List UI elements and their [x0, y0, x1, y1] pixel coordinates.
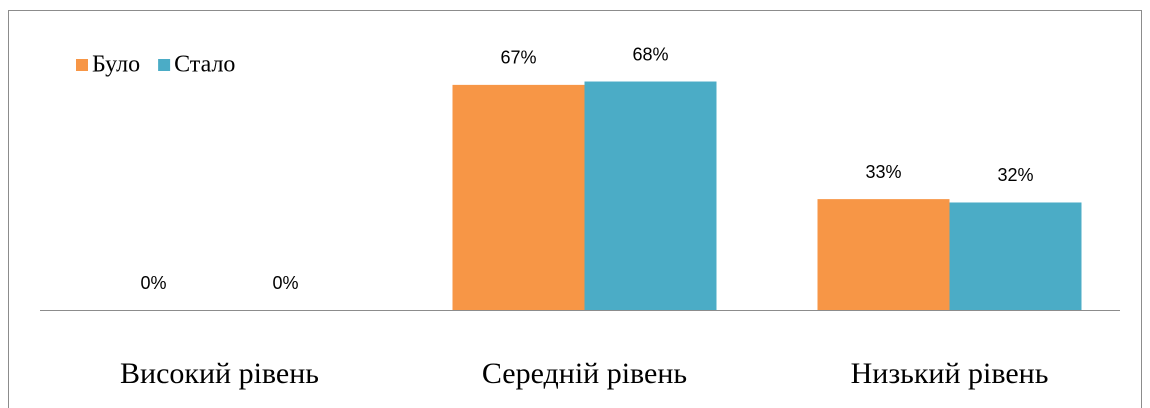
- bar: [949, 202, 1082, 310]
- legend-label: Стало: [174, 52, 235, 78]
- bar: [817, 199, 950, 310]
- data-label: 0%: [272, 273, 298, 293]
- data-label: 33%: [865, 162, 901, 182]
- legend-swatch: [158, 59, 171, 71]
- legend-swatch: [76, 59, 88, 71]
- data-label: 68%: [632, 44, 668, 64]
- bar: [452, 84, 585, 310]
- data-label: 67%: [500, 48, 536, 68]
- legend-label: Було: [92, 52, 140, 78]
- bar: [584, 81, 717, 311]
- x-tick-label: Високий рівень: [120, 357, 319, 390]
- x-tick-label: Низький рівень: [851, 357, 1049, 390]
- x-tick-label: Середній рівень: [482, 357, 687, 390]
- data-label: 0%: [140, 273, 166, 293]
- data-label: 32%: [997, 165, 1033, 185]
